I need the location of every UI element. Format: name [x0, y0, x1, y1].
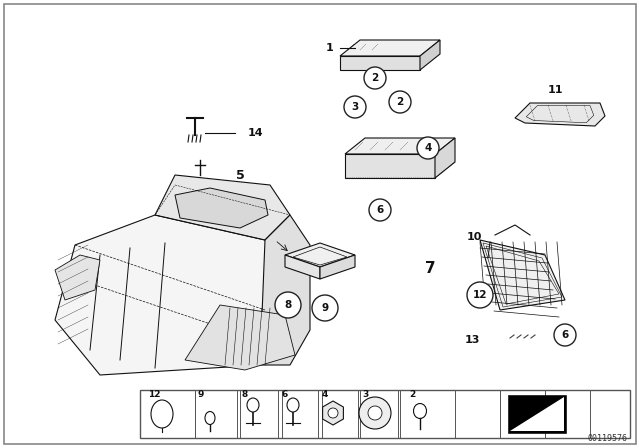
Polygon shape	[340, 56, 420, 70]
Polygon shape	[345, 138, 455, 154]
Circle shape	[344, 96, 366, 118]
Text: 5: 5	[236, 168, 244, 181]
Text: 6: 6	[376, 205, 383, 215]
Text: 1: 1	[325, 43, 333, 53]
Text: 9: 9	[321, 303, 328, 313]
Text: 7: 7	[425, 260, 435, 276]
Text: 8: 8	[242, 390, 248, 399]
Text: 13: 13	[464, 335, 480, 345]
Text: 4: 4	[424, 143, 432, 153]
Text: 00119576: 00119576	[588, 434, 628, 443]
Polygon shape	[420, 40, 440, 70]
Polygon shape	[55, 215, 290, 375]
Ellipse shape	[247, 398, 259, 412]
Circle shape	[467, 282, 493, 308]
Text: 2: 2	[409, 390, 415, 399]
Text: 12: 12	[148, 390, 161, 399]
Polygon shape	[480, 240, 565, 310]
Circle shape	[554, 324, 576, 346]
Polygon shape	[55, 255, 100, 300]
Polygon shape	[155, 175, 290, 240]
Text: 11: 11	[547, 85, 563, 95]
Polygon shape	[510, 397, 564, 431]
Bar	[508, 395, 566, 433]
Ellipse shape	[413, 404, 426, 418]
Polygon shape	[175, 188, 268, 228]
Text: 4: 4	[322, 390, 328, 399]
Ellipse shape	[151, 400, 173, 428]
Text: 2: 2	[371, 73, 379, 83]
Ellipse shape	[287, 398, 299, 412]
Polygon shape	[285, 243, 355, 267]
Ellipse shape	[205, 412, 215, 425]
Circle shape	[368, 406, 382, 420]
Circle shape	[369, 199, 391, 221]
Text: 14: 14	[248, 128, 264, 138]
Circle shape	[359, 397, 391, 429]
Text: 3: 3	[351, 102, 358, 112]
Text: 9: 9	[198, 390, 204, 399]
Polygon shape	[515, 103, 605, 126]
Circle shape	[275, 292, 301, 318]
Text: 2: 2	[396, 97, 404, 107]
Polygon shape	[285, 255, 320, 279]
Text: 6: 6	[281, 390, 287, 399]
Text: 12: 12	[473, 290, 487, 300]
Polygon shape	[345, 154, 435, 178]
Polygon shape	[435, 138, 455, 178]
Polygon shape	[323, 401, 344, 425]
Circle shape	[364, 67, 386, 89]
Circle shape	[328, 408, 338, 418]
Circle shape	[312, 295, 338, 321]
Polygon shape	[260, 215, 310, 365]
Circle shape	[417, 137, 439, 159]
Circle shape	[389, 91, 411, 113]
Polygon shape	[340, 40, 440, 56]
Text: 10: 10	[467, 232, 482, 242]
Text: 3: 3	[362, 390, 368, 399]
Text: 6: 6	[561, 330, 568, 340]
Polygon shape	[185, 305, 295, 370]
Text: 8: 8	[284, 300, 292, 310]
Polygon shape	[320, 255, 355, 279]
Bar	[140, 390, 630, 438]
